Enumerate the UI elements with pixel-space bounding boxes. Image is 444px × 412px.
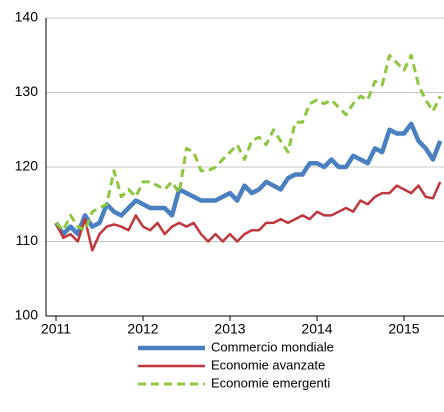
legend-label: Commercio mondiale xyxy=(211,339,334,354)
legend-label: Economie emergenti xyxy=(211,375,330,390)
series-line xyxy=(54,181,442,252)
legend-label: Economie avanzate xyxy=(211,357,325,372)
series-line xyxy=(54,53,442,232)
y-tick-label: 120 xyxy=(15,158,39,174)
x-tick-label: 2012 xyxy=(127,321,158,337)
x-tick-label: 2015 xyxy=(388,321,419,337)
x-tick-label: 2014 xyxy=(301,321,332,337)
y-tick-label: 130 xyxy=(15,83,39,99)
y-tick-label: 100 xyxy=(15,307,39,323)
x-tick-label: 2013 xyxy=(214,321,245,337)
x-tick-label: 2011 xyxy=(41,321,71,337)
y-tick-label: 110 xyxy=(16,232,39,248)
y-tick-label: 140 xyxy=(15,9,39,25)
series-line xyxy=(54,121,443,237)
